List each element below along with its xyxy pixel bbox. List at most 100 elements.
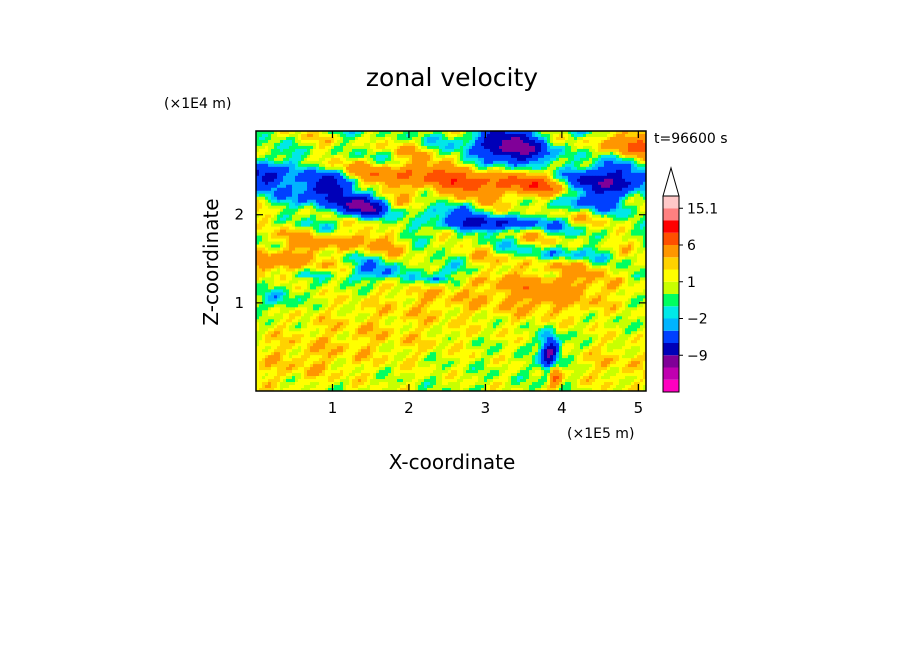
- field-cell: [637, 166, 641, 171]
- field-cell: [535, 166, 539, 171]
- field-cell: [265, 181, 269, 186]
- field-cell: [469, 178, 473, 183]
- field-cell: [292, 199, 296, 204]
- field-cell: [394, 131, 398, 135]
- field-cell: [571, 208, 575, 213]
- field-cell: [433, 223, 437, 228]
- field-cell: [490, 157, 494, 162]
- field-cell: [640, 151, 644, 156]
- field-cell: [550, 187, 554, 192]
- field-cell: [643, 163, 647, 168]
- field-cell: [529, 169, 533, 174]
- field-cell: [568, 148, 572, 153]
- field-cell: [364, 169, 368, 174]
- field-cell: [550, 235, 554, 239]
- field-cell: [328, 166, 332, 171]
- field-cell: [535, 196, 539, 201]
- field-cell: [373, 133, 377, 138]
- field-cell: [403, 133, 407, 138]
- field-cell: [616, 154, 620, 159]
- field-cell: [454, 160, 458, 165]
- field-cell: [502, 169, 506, 174]
- field-cell: [430, 157, 434, 162]
- field-cell: [511, 208, 515, 213]
- field-cell: [472, 133, 476, 138]
- field-cell: [304, 220, 308, 225]
- field-cell: [436, 190, 440, 195]
- field-cell: [370, 136, 374, 141]
- field-cell: [592, 166, 596, 171]
- field-cell: [364, 184, 368, 189]
- field-cell: [430, 190, 434, 195]
- field-cell: [340, 223, 344, 228]
- field-cell: [520, 169, 524, 174]
- field-cell: [370, 229, 374, 234]
- field-cell: [265, 166, 269, 171]
- field-cell: [454, 226, 458, 231]
- field-cell: [505, 178, 509, 183]
- field-cell: [571, 193, 575, 198]
- field-cell: [643, 187, 647, 192]
- field-cell: [517, 160, 521, 165]
- field-cell: [415, 148, 419, 153]
- field-cell: [328, 196, 332, 201]
- field-cell: [481, 220, 485, 225]
- field-cell: [511, 196, 515, 201]
- field-cell: [340, 199, 344, 204]
- field-cell: [406, 139, 410, 144]
- field-cell: [538, 151, 542, 156]
- field-cell: [622, 232, 626, 236]
- field-cell: [364, 157, 368, 162]
- field-cell: [526, 133, 530, 138]
- field-cell: [334, 232, 338, 236]
- field-cell: [583, 145, 587, 150]
- field-cell: [331, 226, 335, 231]
- field-cell: [292, 178, 296, 183]
- field-cell: [412, 217, 416, 222]
- field-cell: [598, 208, 602, 213]
- field-cell: [352, 226, 356, 231]
- field-cell: [643, 229, 647, 234]
- field-cell: [370, 220, 374, 225]
- field-cell: [367, 139, 371, 144]
- field-cell: [637, 178, 641, 183]
- field-cell: [481, 223, 485, 228]
- field-cell: [502, 241, 506, 245]
- field-cell: [313, 136, 317, 141]
- field-cell: [442, 241, 446, 245]
- field-cell: [574, 169, 578, 174]
- field-cell: [571, 160, 575, 165]
- field-cell: [349, 169, 353, 174]
- field-cell: [325, 214, 329, 219]
- field-cell: [427, 131, 431, 135]
- field-cell: [496, 172, 500, 177]
- field-cell: [574, 172, 578, 177]
- field-cell: [421, 136, 425, 141]
- field-cell: [463, 208, 467, 213]
- field-cell: [523, 133, 527, 138]
- field-cell: [421, 181, 425, 186]
- field-cell: [295, 187, 299, 192]
- field-cell: [571, 223, 575, 228]
- field-cell: [571, 196, 575, 201]
- field-cell: [400, 202, 404, 207]
- field-cell: [451, 136, 455, 141]
- field-cell: [496, 154, 500, 159]
- field-cell: [541, 196, 545, 201]
- field-cell: [430, 145, 434, 150]
- field-cell: [310, 136, 314, 141]
- field-cell: [301, 178, 305, 183]
- field-cell: [436, 241, 440, 245]
- field-cell: [613, 235, 617, 239]
- field-cell: [511, 136, 515, 141]
- field-cell: [478, 131, 482, 135]
- field-cell: [484, 136, 488, 141]
- field-cell: [430, 172, 434, 177]
- field-cell: [616, 220, 620, 225]
- field-cell: [313, 145, 317, 150]
- field-cell: [601, 148, 605, 153]
- field-cell: [475, 136, 479, 141]
- field-cell: [517, 217, 521, 222]
- field-cell: [601, 196, 605, 201]
- field-cell: [469, 133, 473, 138]
